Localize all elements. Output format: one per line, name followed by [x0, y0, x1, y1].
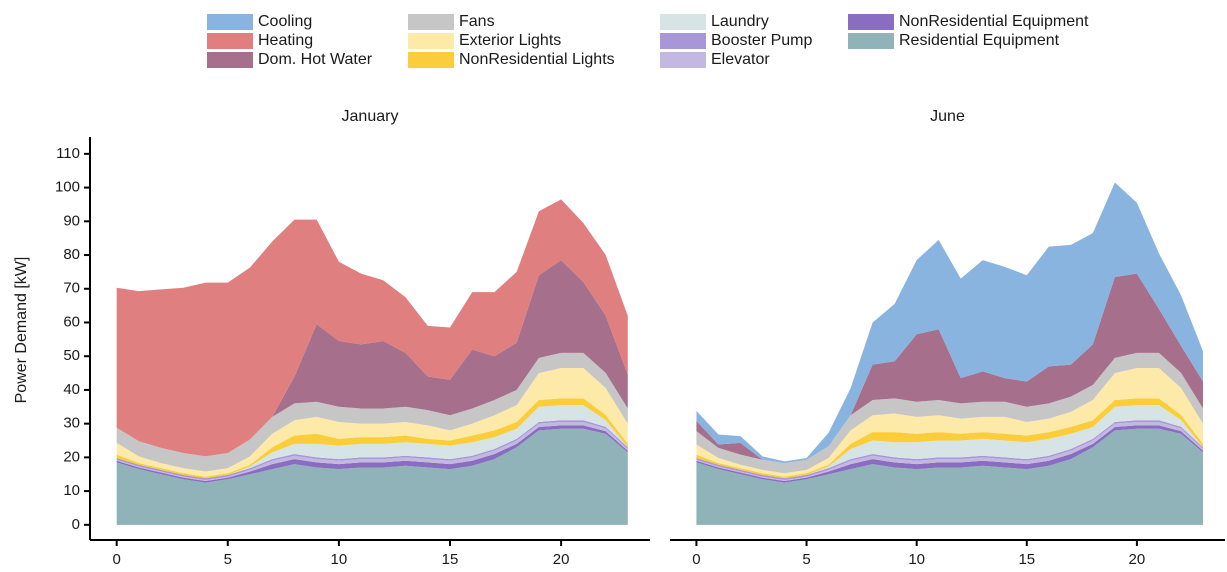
legend-swatch [207, 33, 253, 49]
legend-label: Residential Equipment [899, 32, 1060, 49]
legend-swatch [408, 33, 454, 49]
legend-swatch [207, 52, 253, 68]
area [116, 428, 628, 525]
legend-label: Elevator [711, 51, 770, 68]
legend-swatch [408, 52, 454, 68]
y-tick-label: 50 [63, 347, 80, 364]
area [696, 405, 1203, 479]
y-tick-label: 70 [63, 280, 80, 297]
area [696, 398, 1203, 479]
y-tick-label: 100 [55, 179, 80, 196]
panel-title: January [342, 108, 399, 125]
area [116, 405, 628, 479]
y-tick-label: 0 [72, 516, 80, 533]
area [696, 273, 1203, 464]
legend-label: Cooling [258, 13, 312, 30]
legend-swatch [848, 14, 894, 30]
x-tick-label: 15 [1018, 551, 1035, 568]
x-tick-label: 5 [224, 551, 232, 568]
legend-swatch [207, 14, 253, 30]
y-tick-label: 80 [63, 246, 80, 263]
legend-label: Heating [258, 32, 313, 49]
x-tick-label: 10 [908, 551, 925, 568]
area [116, 368, 628, 477]
x-tick-label: 20 [1129, 551, 1146, 568]
legend-swatch [408, 14, 454, 30]
y-tick-label: 90 [63, 212, 80, 229]
legend-label: Dom. Hot Water [258, 51, 373, 68]
legend-swatch [660, 33, 706, 49]
area [116, 352, 628, 472]
legend-label: NonResidential Equipment [899, 13, 1089, 30]
panel-title: June [930, 108, 965, 125]
y-tick-label: 10 [63, 482, 80, 499]
legend-label: Laundry [711, 13, 769, 30]
legend-label: Booster Pump [711, 32, 812, 49]
y-tick-label: 40 [63, 381, 80, 398]
y-tick-label: 20 [63, 448, 80, 465]
y-tick-label: 60 [63, 313, 80, 330]
x-tick-label: 0 [692, 551, 700, 568]
area [116, 260, 628, 457]
x-tick-label: 20 [553, 551, 570, 568]
y-tick-label: 30 [63, 415, 80, 432]
x-tick-label: 0 [112, 551, 120, 568]
y-tick-label: 110 [56, 145, 80, 162]
area [116, 398, 628, 479]
area [696, 428, 1203, 525]
area [696, 352, 1203, 474]
area [696, 368, 1203, 477]
legend-label: NonResidential Lights [459, 51, 615, 68]
y-axis-label: Power Demand [kW] [13, 257, 30, 404]
legend-label: Fans [459, 13, 495, 30]
area [696, 182, 1203, 464]
area [116, 199, 628, 457]
legend-label: Exterior Lights [459, 32, 561, 49]
x-tick-label: 15 [442, 551, 459, 568]
legend-swatch [660, 52, 706, 68]
legend-swatch [660, 14, 706, 30]
x-tick-label: 5 [802, 551, 810, 568]
legend-swatch [848, 33, 894, 49]
x-tick-label: 10 [331, 551, 348, 568]
